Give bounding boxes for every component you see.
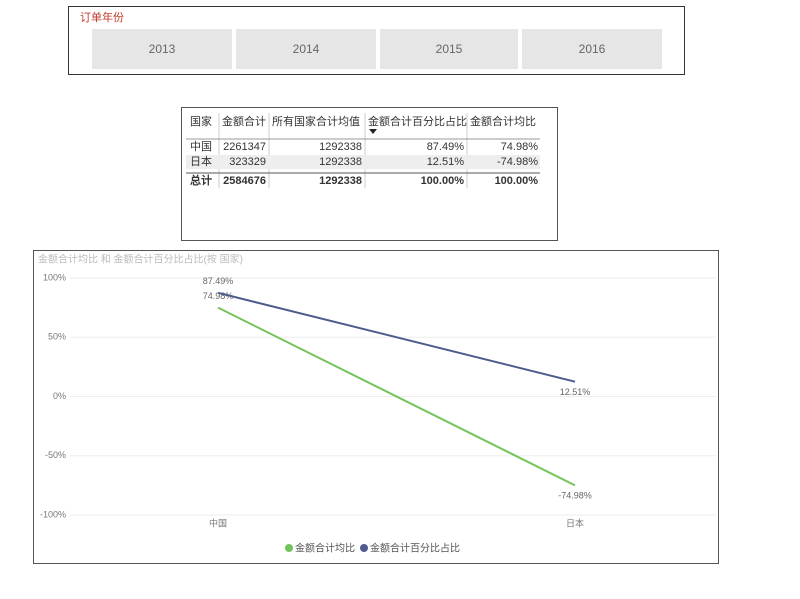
column-header[interactable]: 金额合计均比 bbox=[470, 114, 536, 128]
legend-marker[interactable] bbox=[360, 544, 368, 552]
series-line bbox=[217, 291, 576, 383]
table-cell: 74.98% bbox=[501, 141, 539, 153]
data-label: 74.98% bbox=[203, 291, 234, 301]
data-label: -74.98% bbox=[558, 491, 592, 501]
x-tick-label: 日本 bbox=[566, 517, 584, 528]
slicer-item[interactable]: 2016 bbox=[579, 42, 606, 56]
total-cell: 100.00% bbox=[495, 175, 539, 187]
slicer-item[interactable]: 2014 bbox=[293, 42, 320, 56]
total-cell: 1292338 bbox=[319, 175, 362, 187]
slicer-tile[interactable] bbox=[522, 29, 662, 69]
x-tick-label: 中国 bbox=[209, 517, 227, 528]
slicer-tile[interactable] bbox=[236, 29, 376, 69]
row-band bbox=[186, 155, 540, 169]
slicer-title: 订单年份 bbox=[80, 10, 124, 24]
legend-label[interactable]: 金额合计均比 bbox=[295, 542, 355, 555]
table-cell: 1292338 bbox=[319, 156, 362, 168]
data-label: 12.51% bbox=[560, 387, 591, 397]
table-cell: 2261347 bbox=[223, 141, 266, 153]
y-tick-label: -100% bbox=[40, 509, 66, 519]
series-line bbox=[217, 306, 576, 487]
table-cell: 日本 bbox=[190, 154, 212, 168]
chart-title: 金额合计均比 和 金额合计百分比占比(按 国家) bbox=[38, 253, 243, 266]
table-cell: -74.98% bbox=[497, 156, 538, 168]
table-frame bbox=[181, 107, 558, 241]
total-cell: 总计 bbox=[190, 173, 212, 187]
chart-frame bbox=[33, 250, 719, 564]
column-header[interactable]: 金额合计 bbox=[222, 114, 266, 128]
sort-arrow[interactable] bbox=[369, 129, 377, 134]
slicer-item[interactable]: 2013 bbox=[149, 42, 176, 56]
column-header[interactable]: 金额合计百分比占比 bbox=[368, 114, 467, 128]
y-tick-label: 50% bbox=[48, 332, 66, 342]
slicer-tile[interactable] bbox=[92, 29, 232, 69]
table-cell: 1292338 bbox=[319, 141, 362, 153]
legend-marker[interactable] bbox=[285, 544, 293, 552]
slicer-tile[interactable] bbox=[380, 29, 518, 69]
data-label: 87.49% bbox=[203, 276, 234, 286]
table-cell: 323329 bbox=[229, 156, 266, 168]
column-header[interactable]: 所有国家合计均值 bbox=[272, 114, 360, 128]
legend-label[interactable]: 金额合计百分比占比 bbox=[370, 542, 460, 555]
slicer-item[interactable]: 2015 bbox=[436, 42, 463, 56]
table-cell: 12.51% bbox=[427, 156, 465, 168]
total-cell: 100.00% bbox=[421, 175, 465, 187]
y-tick-label: 100% bbox=[43, 272, 66, 282]
table-cell: 中国 bbox=[190, 140, 212, 153]
y-tick-label: -50% bbox=[45, 450, 66, 460]
column-header[interactable]: 国家 bbox=[190, 114, 212, 128]
y-tick-label: 0% bbox=[53, 391, 66, 401]
table-cell: 87.49% bbox=[427, 141, 465, 153]
total-cell: 2584676 bbox=[223, 175, 266, 187]
